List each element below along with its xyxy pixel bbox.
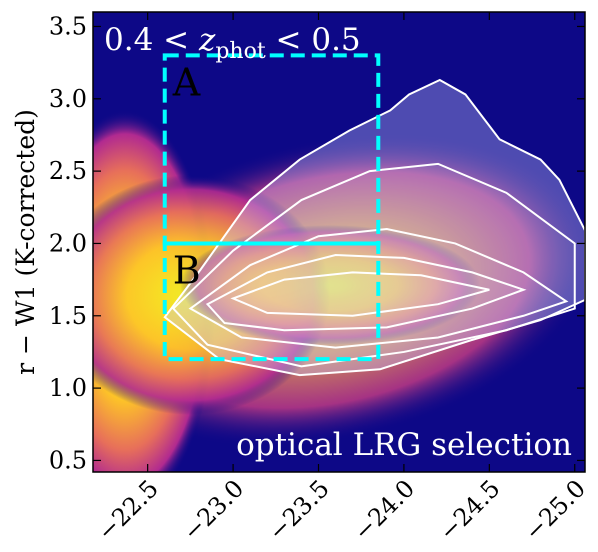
contour — [163, 78, 585, 377]
box-label: A — [172, 60, 201, 104]
y-tick-label: 2.0 — [49, 229, 87, 257]
y-tick-label: 3.5 — [49, 12, 87, 40]
title-part: z — [198, 22, 216, 58]
contour — [171, 162, 576, 368]
contour — [205, 254, 527, 332]
y-tick-label: 3.0 — [49, 85, 87, 113]
title-part: < 0.5 — [266, 22, 361, 58]
title-part: 0.4 < — [104, 22, 199, 58]
density-background — [93, 12, 585, 472]
y-axis-label: r − W1 (K-corrected) — [11, 109, 40, 375]
x-tick-label: −24.0 — [348, 474, 420, 546]
selection-box — [162, 241, 381, 362]
title-part: phot — [215, 39, 265, 64]
x-tick-label: −24.5 — [434, 474, 506, 546]
y-tick-label: 1.5 — [49, 302, 87, 330]
contour — [230, 271, 490, 317]
box-label: B — [173, 248, 201, 292]
x-tick-label: −22.5 — [92, 474, 164, 546]
x-tick-label: −23.5 — [263, 474, 335, 546]
plot-frame — [92, 11, 586, 473]
x-tick-label: −25.0 — [519, 474, 591, 546]
chart-title: 0.4 < zphot < 0.5 — [104, 22, 361, 64]
annotation: optical LRG selection — [236, 427, 572, 463]
y-tick-label: 2.5 — [49, 157, 87, 185]
y-tick-label: 0.5 — [49, 446, 87, 474]
x-tick-label: −23.0 — [178, 474, 250, 546]
y-tick-label: 1.0 — [49, 374, 87, 402]
